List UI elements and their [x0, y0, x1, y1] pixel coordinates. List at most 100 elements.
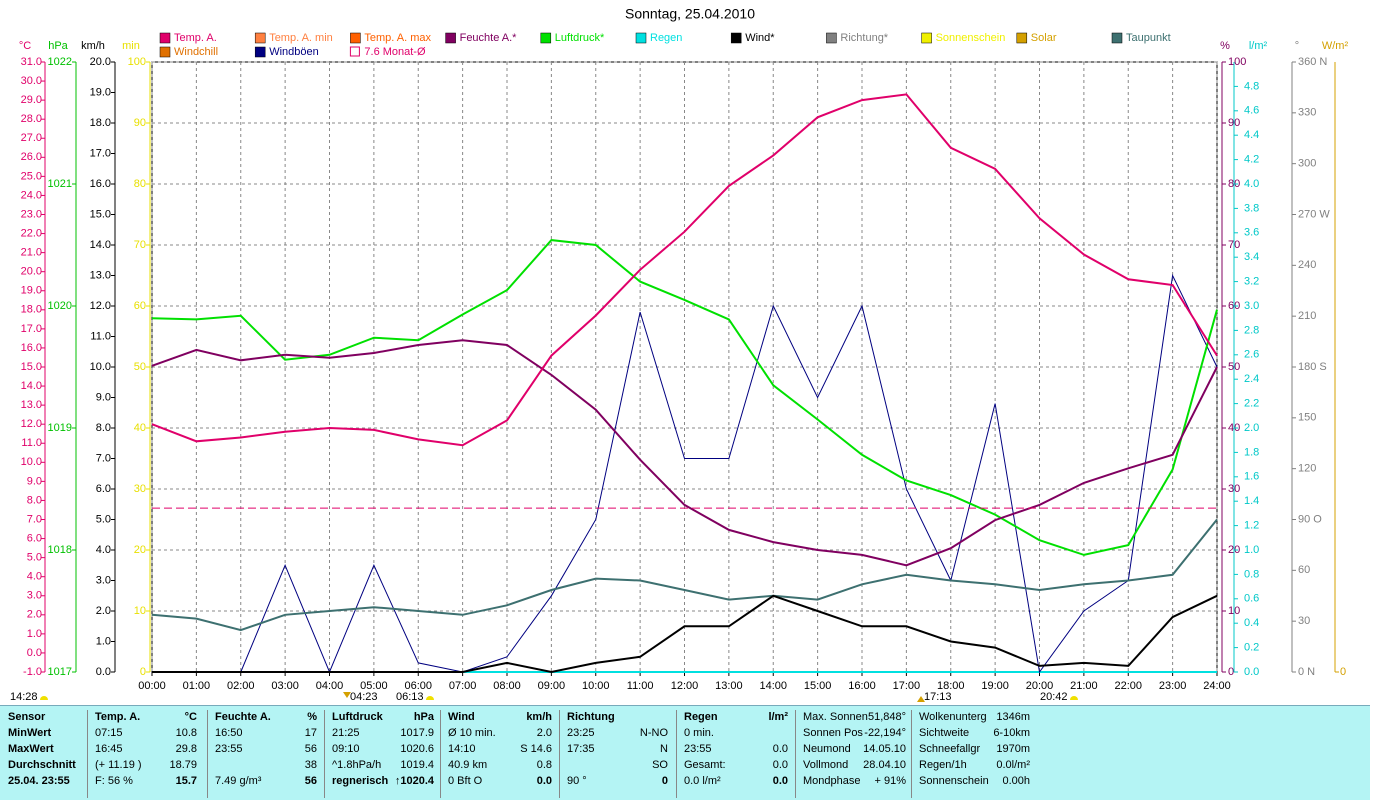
- stat-cell: Wind: [448, 711, 475, 723]
- series-line: [152, 594, 1218, 674]
- stat-cell: 6-10km: [993, 727, 1030, 739]
- y-tick-label: 270 W: [1298, 208, 1330, 220]
- stat-cell: Neumond: [803, 743, 851, 755]
- stat-cell: Ø 10 min.: [448, 727, 496, 739]
- sun-time: 06:13: [396, 691, 424, 703]
- y-axis-unit: %: [1220, 40, 1230, 52]
- stat-cell: 07:15: [95, 727, 123, 739]
- sun-icon: [1070, 696, 1078, 700]
- stat-cell: Vollmond: [803, 759, 849, 771]
- separator: [559, 710, 560, 798]
- y-tick-label: 300: [1298, 158, 1316, 170]
- y-tick-label: 3.8: [1244, 202, 1259, 214]
- stat-cell: 14.05.10: [863, 743, 906, 755]
- stat-cell: 10.8: [175, 727, 197, 739]
- stat-cell: km/h: [526, 711, 552, 723]
- stat-cell: %: [307, 711, 317, 723]
- stat-cell: Sensor: [8, 711, 46, 723]
- separator: [87, 710, 88, 798]
- y-tick-label: 4.0: [96, 544, 111, 556]
- stat-cell: 38: [304, 759, 317, 771]
- y-tick-label: 30.0: [21, 75, 42, 87]
- x-tick-label: 12:00: [671, 680, 699, 692]
- y-tick-label: 100: [1228, 56, 1246, 68]
- y-tick-label: 210: [1298, 310, 1316, 322]
- legend-label: Regen: [650, 32, 682, 44]
- stat-cell: Sichtweite: [919, 727, 970, 739]
- legend-swatch: [349, 46, 360, 57]
- stat-cell: S 14.6: [520, 743, 552, 755]
- stats-panel: Sensor MinWert MaxWert Durchschnitt 25.04. 2…: [0, 705, 1370, 800]
- y-tick-label: 10.0: [21, 456, 42, 468]
- x-tick-label: 09:00: [538, 680, 566, 692]
- legend-swatch: [1016, 32, 1028, 44]
- stat-cell: MaxWert: [8, 743, 54, 755]
- separator: [324, 710, 325, 798]
- y-tick-label: 90 O: [1298, 513, 1322, 525]
- stat-cell: 0 min.: [684, 727, 714, 739]
- x-tick-label: 24:00: [1203, 680, 1231, 692]
- separator: [207, 710, 208, 798]
- legend-swatch: [445, 32, 456, 44]
- stat-cell: 18.79: [169, 759, 197, 771]
- y-tick-label: 16.0: [21, 342, 42, 354]
- y-tick-label: 1020: [48, 300, 72, 312]
- separator: [795, 710, 796, 798]
- y-tick-label: 22.0: [21, 227, 42, 239]
- y-axis-unit: km/h: [81, 40, 105, 52]
- stat-cell: 16:50: [215, 727, 243, 739]
- y-tick-label: 1017: [48, 666, 72, 678]
- y-tick-label: 18.0: [90, 117, 111, 129]
- y-tick-label: 70: [134, 239, 146, 251]
- y-tick-label: 1021: [48, 178, 72, 190]
- legend-swatch: [159, 46, 171, 58]
- y-tick-label: 8.0: [27, 494, 42, 506]
- x-tick-label: 10:00: [582, 680, 610, 692]
- series-line: [151, 339, 1218, 567]
- y-tick-label: 1018: [48, 544, 72, 556]
- legend-swatch: [159, 32, 171, 44]
- stat-cell: Gesamt:: [684, 759, 726, 771]
- legend-label: Windchill: [174, 46, 218, 58]
- stat-cell: 0.0l/m²: [996, 759, 1030, 771]
- stat-cell: Luftdruck: [332, 711, 383, 723]
- chart: Sonntag, 25.04.2010 14:28 04:23 06:13 17…: [10, 6, 1348, 703]
- legend-label: Solar: [1031, 32, 1057, 44]
- x-tick-label: 11:00: [627, 680, 654, 692]
- x-tick-label: 05:00: [360, 680, 388, 692]
- series-line: [151, 239, 1218, 556]
- stat-cell: 0.0: [772, 775, 788, 787]
- stat-cell: 17:35: [567, 743, 595, 755]
- y-tick-label: 330: [1298, 107, 1316, 119]
- legend-label: Temp. A.: [174, 32, 217, 44]
- y-tick-label: 7.0: [96, 452, 111, 464]
- moon-icon: [917, 696, 925, 702]
- x-tick-label: 15:00: [804, 680, 832, 692]
- stat-cell: Feuchte A.: [215, 711, 271, 723]
- y-tick-label: 0.4: [1244, 617, 1259, 629]
- legend-label: Windböen: [269, 46, 319, 58]
- separator: [440, 710, 441, 798]
- stat-cell: 28.04.10: [863, 759, 906, 771]
- y-tick-label: 3.0: [96, 574, 111, 586]
- sun-icon: [426, 696, 434, 700]
- y-tick-label: 4.4: [1244, 129, 1259, 141]
- y-tick-label: 0.8: [1244, 568, 1259, 580]
- stat-cell: 1017.9: [400, 727, 434, 739]
- stat-cell: Wolkenunterg: [919, 711, 987, 723]
- stat-cell: 23:25: [567, 727, 595, 739]
- legend-swatch: [1111, 32, 1123, 44]
- y-tick-label: 13.0: [21, 399, 42, 411]
- y-tick-label: 11.0: [21, 437, 42, 449]
- y-tick-label: 15.0: [21, 361, 42, 373]
- legend-swatch: [826, 32, 837, 44]
- stat-cell: Sonnen Pos: [803, 727, 863, 739]
- moon-icon: [343, 692, 351, 698]
- legend-label: Feuchte A.*: [460, 32, 518, 44]
- y-tick-label: 40: [134, 422, 146, 434]
- y-tick-label: 180 S: [1298, 361, 1327, 373]
- separator: [676, 710, 677, 798]
- y-tick-label: 3.0: [1244, 300, 1259, 312]
- stat-cell: F: 56 %: [95, 775, 133, 787]
- stat-cell: 17: [304, 727, 317, 739]
